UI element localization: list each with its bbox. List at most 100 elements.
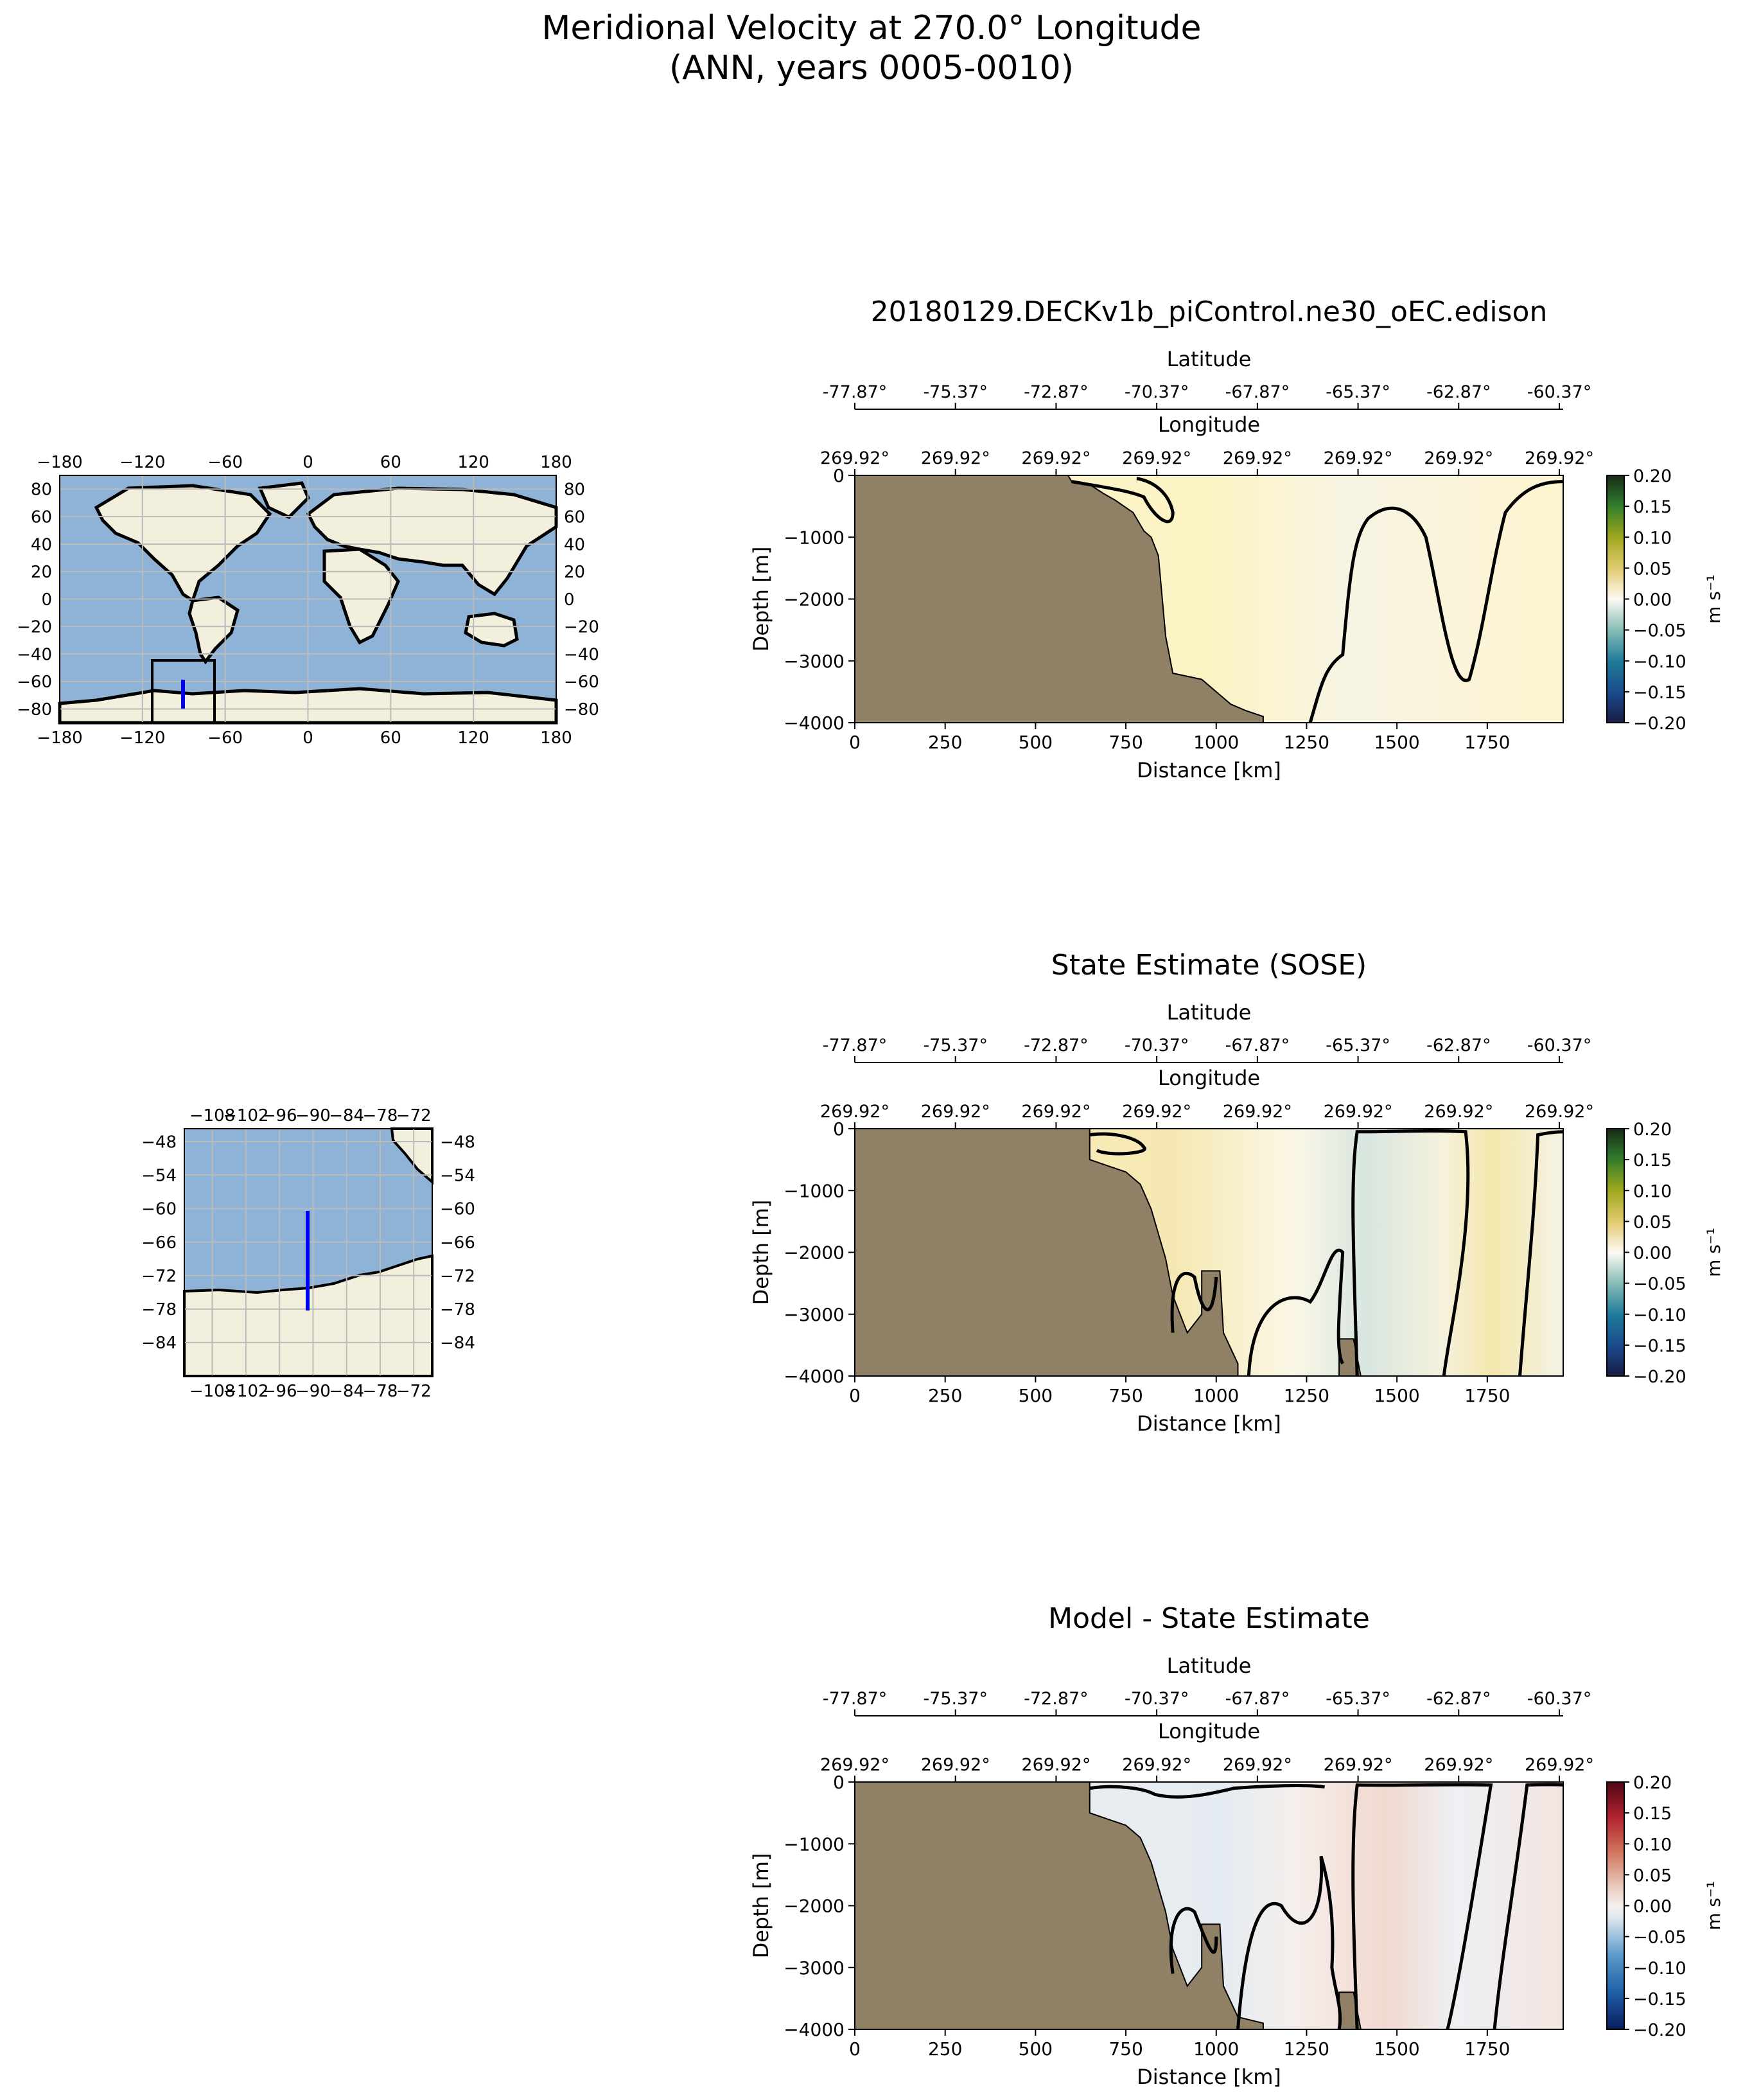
map-left-tick-label: −80 (17, 700, 52, 719)
longitude-tick-label: 269.92° (1122, 1102, 1191, 1122)
regional-map-frame (184, 1128, 433, 1377)
map-bottom-tick-label: −180 (37, 728, 82, 748)
bathymetry-mask (854, 1128, 1362, 1377)
longitude-tick-label: 269.92° (1021, 1102, 1090, 1122)
colorbar (1606, 475, 1625, 723)
latitude-tick-label: -67.87° (1225, 1689, 1290, 1709)
map-top-tick-label: 180 (540, 453, 572, 472)
map-right-tick-label: −20 (564, 618, 599, 637)
map-bottom-tick-label: 120 (457, 728, 489, 748)
zero-contour (1247, 1248, 1345, 1377)
longitude-tick-label: 269.92° (1122, 1755, 1191, 1775)
map-left-tick-label: 20 (31, 563, 52, 582)
x-tick-label: 500 (1019, 1385, 1053, 1406)
panel-sose: State Estimate (SOSE) Latitude -77.87° -75.… (749, 949, 1724, 1436)
y-tick-label: −4000 (784, 1366, 845, 1387)
longitude-tick-label: 269.92° (1021, 448, 1090, 468)
map-left-tick-label: −84 (141, 1334, 177, 1353)
latitude-tick-label: -72.87° (1024, 382, 1089, 402)
x-tick-label: 1500 (1374, 2038, 1419, 2060)
latitude-tick-label: -75.37° (923, 382, 988, 402)
panel-difference: Model - State Estimate Latitude -77.87° -75… (749, 1602, 1724, 2089)
x-tick-label: 250 (928, 732, 962, 753)
colorbar-tick-label: −0.15 (1633, 683, 1686, 703)
map-top-tick-label: 0 (302, 453, 313, 472)
longitude-axis-label: Longitude (1158, 412, 1260, 437)
map-bottom-tick-label: −84 (329, 1382, 364, 1401)
bathymetry-mask (854, 1781, 1362, 2030)
x-axis-label: Distance [km] (1137, 1411, 1281, 1436)
colorbar-tick-label: −0.15 (1633, 1990, 1686, 2009)
map-bottom-tick-label: −60 (207, 728, 243, 748)
map-bottom-tick-label: −96 (262, 1382, 297, 1401)
map-right-tick-label: −78 (440, 1300, 475, 1319)
panel-title: State Estimate (SOSE) (1051, 949, 1367, 982)
map-top-tick-label: −180 (37, 453, 82, 472)
panel-title: 20180129.DECKv1b_piControl.ne30_oEC.edis… (871, 296, 1548, 328)
map-bottom-tick-label: −90 (295, 1382, 331, 1401)
longitude-tick-label: 269.92° (820, 1102, 889, 1122)
colorbar-tick-label: −0.05 (1633, 1275, 1686, 1294)
latitude-tick-label: -70.37° (1125, 1036, 1189, 1055)
x-tick-label: 1000 (1193, 732, 1239, 753)
x-tick-label: 250 (928, 2038, 962, 2060)
latitude-tick-label: -65.37° (1326, 1689, 1390, 1709)
x-tick-label: 0 (849, 732, 861, 753)
map-right-tick-label: −80 (564, 700, 599, 719)
zero-contour (1170, 1271, 1218, 1333)
x-tick-label: 1250 (1284, 2038, 1329, 2060)
longitude-tick-label: 269.92° (1324, 1102, 1393, 1122)
x-tick-label: 1000 (1193, 1385, 1239, 1406)
panel-model: 20180129.DECKv1b_piControl.ne30_oEC.edis… (749, 296, 1724, 782)
latitude-tick-label: -70.37° (1125, 1689, 1189, 1709)
latitude-axis-label: Latitude (1167, 1000, 1252, 1025)
colorbar-tick-label: 0.00 (1633, 1244, 1672, 1264)
x-tick-label: 1250 (1284, 732, 1329, 753)
latitude-tick-label: -60.37° (1527, 382, 1592, 402)
zero-contour (1071, 477, 1175, 524)
figure-title-line1: Meridional Velocity at 270.0° Longitude (541, 9, 1202, 48)
longitude-tick-label: 269.92° (1424, 448, 1493, 468)
map-right-tick-label: 60 (564, 508, 585, 527)
colorbar-tick-label: 0.20 (1633, 466, 1672, 486)
colorbar-tick-label: 0.10 (1633, 1181, 1672, 1201)
longitude-tick-label: 269.92° (1525, 448, 1594, 468)
regional-map: −108−108−102−102−96−96−90−90−84−84−78−78… (141, 1106, 475, 1401)
zero-contour (1518, 1130, 1564, 1377)
map-top-tick-label: −102 (223, 1106, 268, 1125)
map-bottom-tick-label: 60 (380, 728, 401, 748)
x-tick-label: 0 (849, 1385, 861, 1406)
y-tick-label: −2000 (784, 1896, 845, 1917)
colorbar-label: m s⁻¹ (1703, 1881, 1724, 1930)
map-right-tick-label: −48 (440, 1133, 475, 1152)
figure-title-line2: (ANN, years 0005-0010) (669, 49, 1074, 87)
colorbar-tick-label: −0.05 (1633, 1928, 1686, 1948)
latitude-tick-label: -65.37° (1326, 382, 1390, 402)
colorbar-tick-label: 0.05 (1633, 1866, 1672, 1885)
map-right-tick-label: −60 (564, 673, 599, 692)
y-tick-label: 0 (833, 1118, 845, 1140)
y-tick-label: −1000 (784, 527, 845, 548)
longitude-tick-label: 269.92° (820, 448, 889, 468)
zero-contour (1351, 1783, 1493, 2030)
longitude-tick-label: 269.92° (1424, 1102, 1493, 1122)
greenland-shape (258, 481, 310, 520)
y-tick-label: 0 (833, 1772, 845, 1793)
longitude-tick-label: 269.92° (820, 1755, 889, 1775)
y-axis-label: Depth [m] (749, 1853, 773, 1959)
map-top-tick-label: 60 (380, 453, 401, 472)
global-map-land (58, 481, 558, 725)
longitude-tick-label: 269.92° (1525, 1102, 1594, 1122)
map-top-tick-label: −108 (189, 1106, 235, 1125)
y-axis-label: Depth [m] (749, 547, 773, 652)
longitude-tick-label: 269.92° (1223, 1755, 1292, 1775)
latitude-tick-label: -77.87° (823, 382, 888, 402)
map-left-tick-label: 40 (31, 535, 52, 554)
y-tick-label: −3000 (784, 651, 845, 672)
x-tick-label: 1000 (1193, 2038, 1239, 2060)
colorbar-tick-label: 0.15 (1633, 1151, 1672, 1170)
colorbar-tick-label: 0.05 (1633, 1212, 1672, 1232)
map-left-tick-label: 80 (31, 481, 52, 500)
map-right-tick-label: 0 (564, 590, 575, 610)
longitude-tick-label: 269.92° (921, 1755, 990, 1775)
